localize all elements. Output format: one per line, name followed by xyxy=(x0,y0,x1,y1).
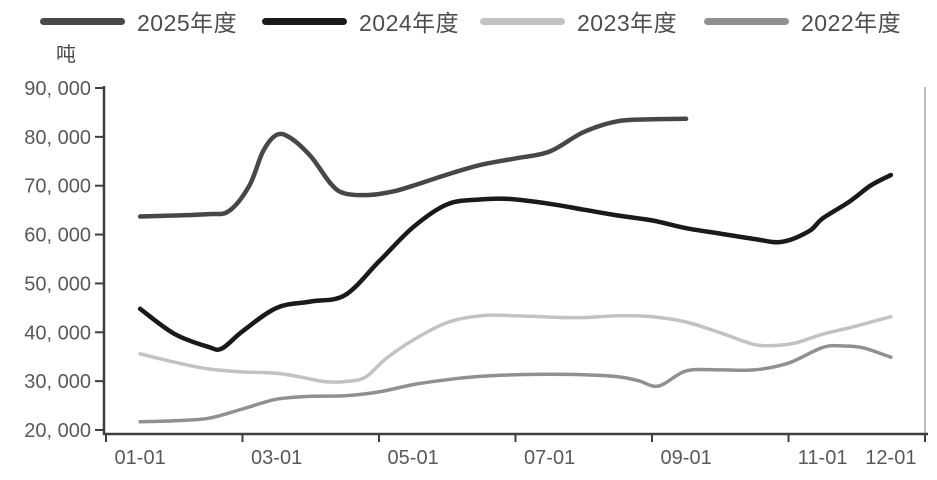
legend-label-2023: 2023年度 xyxy=(577,10,678,36)
y-axis-tick-label: 80, 000 xyxy=(24,127,91,149)
y-axis-tick-label: 20, 000 xyxy=(24,420,91,442)
legend-swatch-2023-icon xyxy=(480,17,565,25)
legend-swatch-2025-icon xyxy=(40,17,125,25)
legend-item-2025: 2025年度 xyxy=(40,6,237,36)
series-line-2022 xyxy=(138,343,893,424)
y-axis-tick-label: 70, 000 xyxy=(24,176,91,198)
series-line-2025 xyxy=(137,116,689,219)
series-line-2024 xyxy=(137,172,894,352)
x-axis-tick-label: 01-01 xyxy=(115,447,166,469)
legend-item-2024: 2024年度 xyxy=(262,6,459,36)
x-axis-tick-label: 11-01 xyxy=(798,447,848,469)
y-axis-tick-label: 30, 000 xyxy=(24,371,91,393)
legend-item-2023: 2023年度 xyxy=(480,6,677,36)
x-axis-tick-label: 07-01 xyxy=(524,447,575,469)
legend-label-2024: 2024年度 xyxy=(359,10,460,36)
legend-label-2022: 2022年度 xyxy=(801,10,902,36)
y-axis-tick-label: 90, 000 xyxy=(24,78,91,100)
x-axis-tick-label: 12-01 xyxy=(865,447,916,469)
x-axis-tick-label: 03-01 xyxy=(251,447,302,469)
x-axis-tick-label: 05-01 xyxy=(388,447,439,469)
y-axis-tick-label: 40, 000 xyxy=(24,322,91,344)
y-axis-unit-label: 吨 xyxy=(56,44,76,66)
y-axis-tick-label: 50, 000 xyxy=(24,273,91,295)
legend-label-2025: 2025年度 xyxy=(137,10,238,36)
series-line-2023 xyxy=(138,313,893,384)
legend-item-2022: 2022年度 xyxy=(704,6,901,36)
legend-swatch-2024-icon xyxy=(262,17,347,25)
y-axis-tick-label: 60, 000 xyxy=(24,225,91,247)
legend-swatch-2022-icon xyxy=(704,17,789,25)
legend: 2025年度 2024年度 2023年度 2022年度 xyxy=(0,6,937,36)
x-axis-tick-label: 09-01 xyxy=(661,447,712,469)
